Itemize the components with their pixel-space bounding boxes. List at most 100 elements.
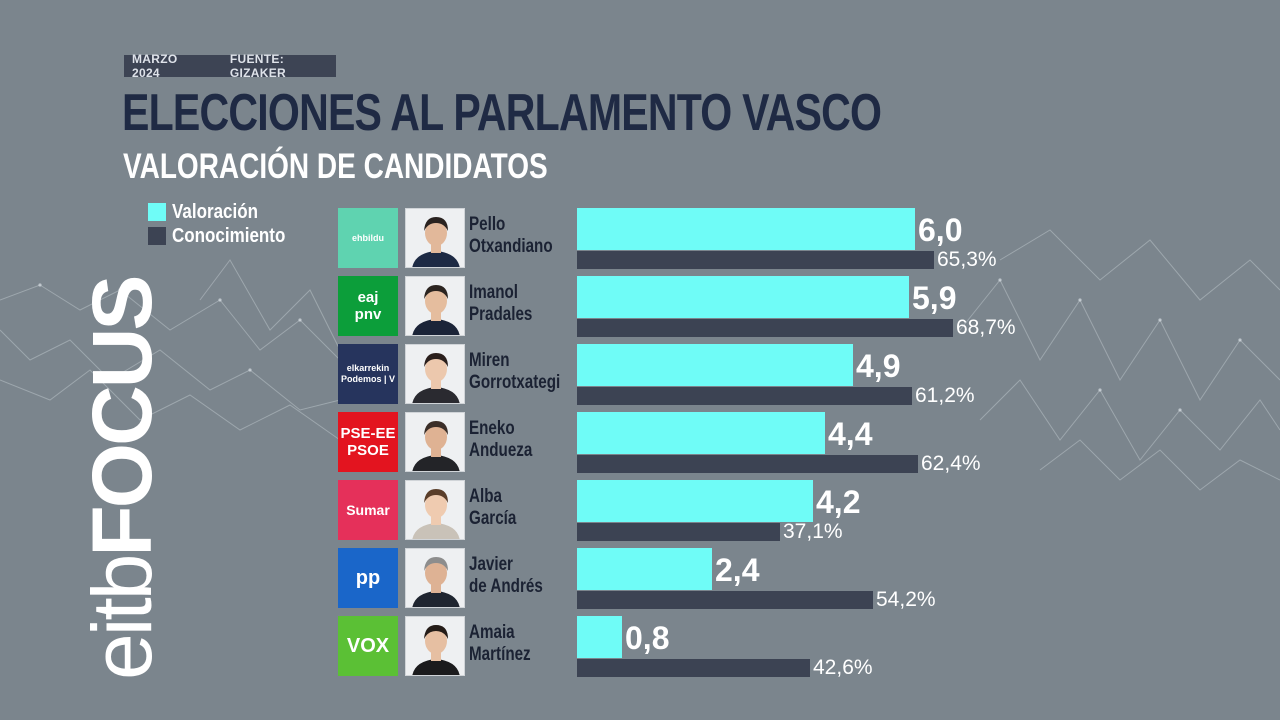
candidate-first-name: Alba: [469, 486, 502, 507]
conocimiento-data-label: 54,2%: [876, 588, 936, 611]
candidate-row: eaj pnv Imanol Pradales 5,9 68,7%: [0, 276, 1280, 339]
candidate-first-name: Imanol: [469, 282, 518, 303]
candidate-name: Miren Gorrotxategi: [469, 350, 561, 394]
legend-item-conocimiento: Conocimiento: [148, 224, 305, 248]
candidate-photo: [405, 412, 465, 472]
chart-title: ELECCIONES AL PARLAMENTO VASCO: [122, 84, 882, 142]
bar-valoracion: [577, 276, 909, 318]
source-bar: MARZO 2024 FUENTE: GIZAKER: [124, 52, 336, 80]
candidate-last-name: Martínez: [469, 644, 531, 665]
legend-label-conocimiento: Conocimiento: [172, 224, 286, 247]
candidate-row: elkarrekin Podemos | V Miren Gorrotxategi 4,…: [0, 344, 1280, 407]
party-logo-icon: PSE-EE PSOE: [338, 412, 398, 472]
legend: Valoración Conocimiento: [148, 200, 305, 248]
party-logo-icon: Sumar: [338, 480, 398, 540]
candidate-row: VOX Amaia Martínez 0,8 42,6%: [0, 616, 1280, 679]
portrait-icon: [406, 481, 464, 539]
party-logo-line: pp: [355, 566, 381, 589]
bar-valoracion: [577, 344, 853, 386]
candidate-photo: [405, 208, 465, 268]
source-label: FUENTE: GIZAKER: [229, 52, 286, 80]
candidate-row: pp Javier de Andrés 2,4 54,2%: [0, 548, 1280, 611]
portrait-icon: [406, 413, 464, 471]
bar-valoracion: [577, 412, 825, 454]
bar-valoracion: [577, 616, 622, 658]
legend-item-valoracion: Valoración: [148, 200, 305, 224]
candidate-row: Sumar Alba García 4,2 37,1%: [0, 480, 1280, 543]
party-logo-icon: pp: [338, 548, 398, 608]
bar-conocimiento: [577, 455, 918, 473]
valoracion-data-label: 5,9: [912, 280, 957, 316]
candidate-last-name: Andueza: [469, 440, 533, 461]
conocimiento-data-label: 42,6%: [813, 656, 873, 679]
party-logo-line: ehbildu: [352, 232, 384, 243]
candidate-first-name: Miren: [469, 350, 510, 371]
valoracion-data-label: 6,0: [918, 212, 963, 248]
valoracion-data-label: 4,4: [828, 416, 873, 452]
party-logo-line: VOX: [346, 634, 390, 657]
date-label: MARZO 2024: [132, 52, 178, 80]
candidate-name: Eneko Andueza: [469, 418, 557, 462]
candidate-photo: [405, 344, 465, 404]
candidate-name: Alba García: [469, 486, 557, 530]
party-logo-line: PSOE: [347, 442, 389, 459]
party-logo-icon: VOX: [338, 616, 398, 676]
candidate-name: Amaia Martínez: [469, 622, 557, 666]
party-logo-text: ehbildu: [352, 233, 384, 244]
party-logo-line: eaj: [357, 289, 379, 306]
valoracion-data-label: 2,4: [715, 552, 760, 588]
conocimiento-data-label: 68,7%: [956, 316, 1016, 339]
candidate-photo: [405, 480, 465, 540]
bar-valoracion: [577, 480, 813, 522]
candidate-row: PSE-EE PSOE Eneko Andueza 4,4 62,4%: [0, 412, 1280, 475]
candidate-name: Imanol Pradales: [469, 282, 557, 326]
party-logo-text: elkarrekin Podemos | V: [341, 363, 395, 385]
party-logo-text: pp: [355, 566, 381, 589]
party-logo-text: Sumar: [346, 502, 390, 519]
portrait-icon: [406, 277, 464, 335]
bar-conocimiento: [577, 523, 780, 541]
party-logo-icon: ehbildu: [338, 208, 398, 268]
party-logo-line: Podemos | V: [340, 374, 396, 384]
valoracion-data-label: 0,8: [625, 620, 670, 656]
bar-valoracion: [577, 548, 712, 590]
party-logo-text: PSE-EE PSOE: [340, 425, 395, 459]
portrait-icon: [406, 345, 464, 403]
portrait-icon: [406, 617, 464, 675]
candidate-name: Javier de Andrés: [469, 554, 557, 598]
candidate-first-name: Javier: [469, 554, 513, 575]
party-logo-icon: eaj pnv: [338, 276, 398, 336]
portrait-icon: [406, 209, 464, 267]
party-logo-line: elkarrekin: [346, 363, 390, 373]
candidate-last-name: Gorrotxategi: [469, 372, 561, 393]
conocimiento-data-label: 37,1%: [783, 520, 843, 543]
bar-conocimiento: [577, 591, 873, 609]
legend-label-valoracion: Valoración: [172, 200, 258, 223]
portrait-icon: [406, 549, 464, 607]
candidate-last-name: Pradales: [469, 304, 533, 325]
bar-conocimiento: [577, 387, 912, 405]
candidate-first-name: Pello: [469, 214, 506, 235]
party-logo-line: PSE-EE: [340, 425, 396, 442]
party-logo-text: eaj pnv: [355, 289, 382, 323]
candidate-last-name: de Andrés: [469, 576, 543, 597]
candidate-first-name: Eneko: [469, 418, 515, 439]
party-logo-text: VOX: [346, 634, 390, 657]
candidate-photo: [405, 276, 465, 336]
candidate-last-name: Otxandiano: [469, 236, 553, 257]
candidate-last-name: García: [469, 508, 517, 529]
bar-conocimiento: [577, 659, 810, 677]
valoracion-data-label: 4,9: [856, 348, 901, 384]
conocimiento-data-label: 61,2%: [915, 384, 975, 407]
candidate-name: Pello Otxandiano: [469, 214, 557, 258]
party-logo-line: pnv: [354, 306, 382, 323]
legend-swatch-valoracion: [148, 203, 166, 221]
conocimiento-data-label: 65,3%: [937, 248, 997, 271]
party-logo-icon: elkarrekin Podemos | V: [338, 344, 398, 404]
candidate-row: ehbildu Pello Otxandiano 6,0 65,3%: [0, 208, 1280, 271]
party-logo-line: Sumar: [346, 501, 390, 518]
legend-swatch-conocimiento: [148, 227, 166, 245]
bar-conocimiento: [577, 251, 934, 269]
candidate-photo: [405, 548, 465, 608]
candidate-photo: [405, 616, 465, 676]
